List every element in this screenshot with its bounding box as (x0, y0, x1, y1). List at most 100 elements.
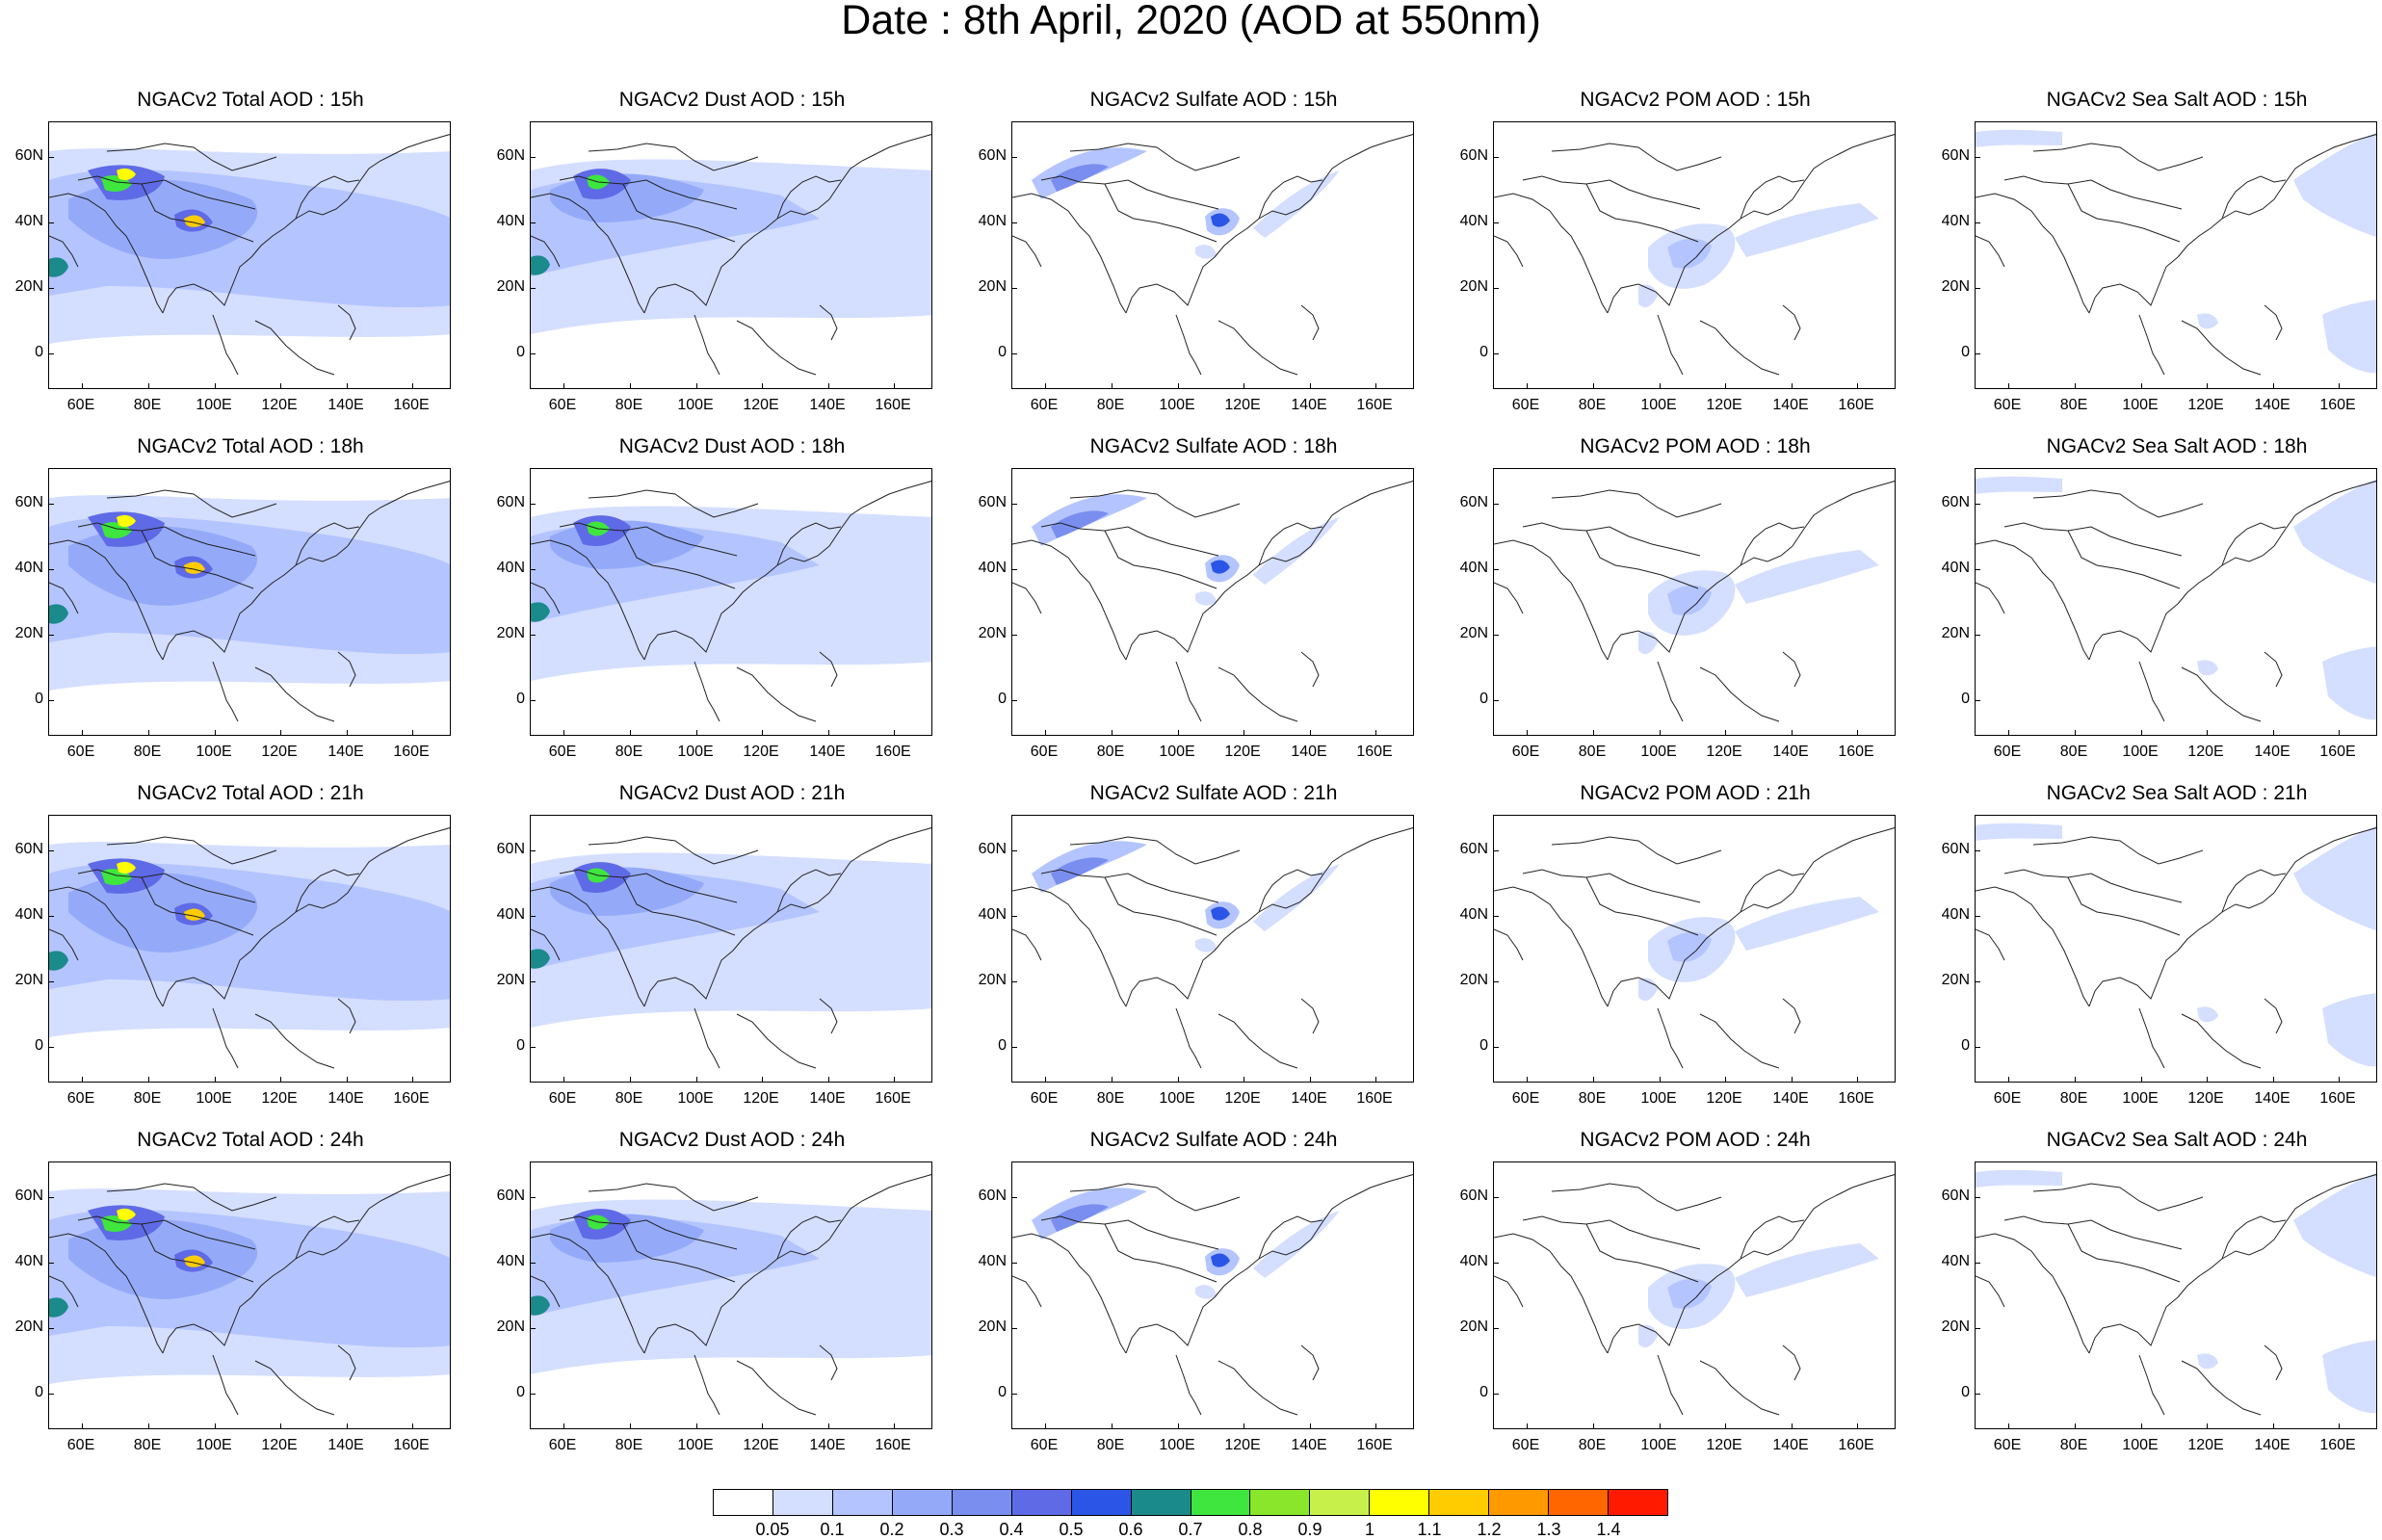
x-tick-label: 160E (1838, 1090, 1874, 1107)
y-tick-label: 0 (998, 344, 1007, 360)
y-tick-label: 20N (14, 972, 43, 988)
y-tick-label: 40N (496, 1253, 525, 1269)
y-tick (1976, 157, 1980, 158)
coastline (106, 1183, 277, 1212)
x-tick (1792, 1423, 1793, 1428)
coastline (162, 1296, 252, 1354)
y-tick-label: 40N (1459, 906, 1488, 923)
y-tick (1976, 635, 1980, 636)
y-tick-label: 40N (1941, 560, 1970, 576)
y-tick-label: 60N (496, 1188, 525, 1204)
coastline (1217, 1013, 1298, 1069)
aod-contour (1735, 203, 1879, 257)
y-tick (1012, 916, 1017, 917)
colorbar-swatch (832, 1490, 893, 1515)
coastline (1522, 1215, 1701, 1250)
coastline (588, 489, 759, 518)
aod-contour (1976, 1169, 2062, 1188)
y-tick (1494, 916, 1499, 917)
coastline (1012, 886, 1127, 1007)
y-tick (1012, 1047, 1017, 1048)
coastline (2181, 666, 2262, 722)
coastline (2138, 314, 2165, 376)
y-tick-label: 20N (14, 1318, 43, 1335)
y-tick (1012, 353, 1017, 354)
coastline (2273, 481, 2376, 547)
coastline (141, 1223, 254, 1283)
x-tick-label: 100E (1159, 744, 1195, 760)
x-tick-label: 100E (1640, 744, 1677, 760)
y-tick (1976, 504, 1980, 505)
colorbar-swatch (1011, 1490, 1072, 1515)
coastline (1551, 489, 1722, 518)
x-tick-label: 120E (743, 1090, 779, 1107)
x-tick (215, 1077, 216, 1082)
panel-title: NGACv2 Sulfate AOD : 15h (1089, 89, 1338, 111)
map-panel: NGACv2 POM AOD : 21h 60N 40N 20N 0 60E 80E 100E… (1450, 782, 1902, 1119)
coastline (2181, 1013, 2262, 1069)
x-tick (1792, 1077, 1793, 1082)
y-tick-label: 40N (1459, 560, 1488, 576)
coastline (1792, 827, 1895, 894)
y-tick-label: 20N (496, 972, 525, 988)
colorbar-label: 1.3 (1536, 1520, 1561, 1539)
y-tick-label: 40N (978, 213, 1007, 229)
aod-contour (1051, 1204, 1109, 1232)
coastline (531, 582, 561, 614)
x-tick-label: 80E (1578, 1090, 1607, 1107)
x-tick-label: 80E (2059, 397, 2088, 413)
aod-contour (2197, 313, 2218, 329)
coastline (254, 666, 335, 722)
x-tick (148, 730, 149, 735)
coastline (531, 886, 645, 1007)
coastline (1782, 304, 1801, 341)
y-tick-label: 0 (35, 1037, 43, 1054)
y-tick (49, 700, 54, 701)
y-tick-label: 0 (1961, 691, 1970, 707)
coastline (2181, 1360, 2262, 1416)
aod-contour (2293, 479, 2376, 585)
coastline (77, 869, 256, 903)
coastline (694, 1354, 720, 1416)
x-tick-label: 160E (1356, 744, 1393, 760)
x-tick (1660, 383, 1661, 388)
coastline (1125, 603, 1216, 661)
coastline (1551, 143, 1722, 171)
aod-contour (1195, 1285, 1217, 1299)
x-tick-label: 160E (2319, 397, 2356, 413)
x-tick (1527, 730, 1528, 735)
x-tick (696, 730, 697, 735)
x-tick-label: 60E (1511, 1090, 1540, 1107)
x-tick (1375, 1423, 1376, 1428)
x-tick (280, 730, 281, 735)
y-tick-label: 60N (1459, 841, 1488, 857)
x-tick (2075, 383, 2076, 388)
coastline (1585, 183, 1699, 243)
x-tick-label: 100E (677, 1090, 714, 1107)
coastline (828, 134, 931, 200)
y-tick-label: 60N (978, 494, 1007, 510)
coastline (1175, 661, 1202, 722)
y-tick-label: 0 (516, 344, 525, 360)
coastline (588, 143, 759, 171)
y-tick (531, 1047, 536, 1048)
y-tick (531, 1394, 536, 1395)
x-tick (2075, 1423, 2076, 1428)
y-tick (1976, 981, 1980, 982)
coastline (2138, 1007, 2165, 1069)
panel-title: NGACv2 Sulfate AOD : 21h (1089, 782, 1338, 804)
aod-field (1494, 481, 1895, 722)
x-tick (1792, 730, 1793, 735)
x-tick (1045, 1077, 1046, 1082)
aod-contour (1253, 864, 1340, 931)
aod-field (1012, 827, 1413, 1069)
y-tick-label: 20N (978, 972, 1007, 988)
colorbar-swatch (1310, 1490, 1371, 1515)
coastline (337, 651, 356, 688)
x-tick-label: 100E (1159, 1090, 1195, 1107)
panel-title: NGACv2 POM AOD : 21h (1580, 782, 1811, 804)
x-tick-label: 60E (66, 1437, 95, 1453)
x-tick-label: 120E (261, 1437, 298, 1453)
x-tick-label: 80E (2059, 1090, 2088, 1107)
colorbar-swatch (1549, 1490, 1610, 1515)
